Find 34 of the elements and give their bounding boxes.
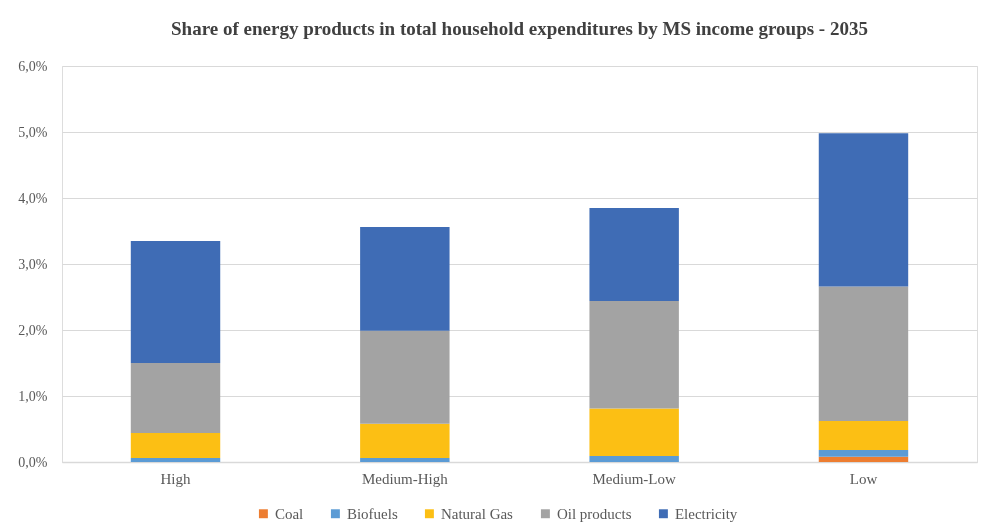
bar — [360, 458, 450, 462]
bar — [589, 456, 679, 462]
bar — [818, 450, 909, 457]
legend-label: Electricity — [674, 505, 738, 522]
x-tick-label: High — [160, 470, 192, 487]
bar — [130, 240, 221, 363]
legend-label: Natural Gas — [440, 505, 514, 522]
x-tick-label: Medium-High — [361, 470, 449, 487]
y-tick-label: 5,0% — [18, 124, 48, 140]
bar — [130, 432, 221, 459]
y-tick-label: 1,0% — [18, 388, 48, 404]
y-tick-label: 0,0% — [18, 454, 48, 470]
y-tick-label: 4,0% — [18, 190, 48, 206]
bar — [589, 408, 679, 457]
bar — [589, 300, 679, 409]
x-tick-label: Medium-Low — [592, 470, 676, 487]
y-tick-label: 3,0% — [18, 256, 48, 272]
bar — [589, 207, 679, 301]
legend-label: Biofuels — [346, 505, 398, 522]
legend-label: Oil products — [556, 505, 632, 522]
bar — [818, 456, 909, 462]
x-tick-label: Low — [849, 470, 878, 487]
bar — [130, 458, 221, 462]
bar — [818, 286, 909, 422]
bar — [130, 363, 221, 433]
bar — [360, 330, 450, 424]
bar — [818, 133, 909, 287]
y-tick-label: 6,0% — [18, 58, 48, 74]
y-tick-label: 2,0% — [18, 322, 48, 338]
bar — [360, 227, 450, 331]
chart-title: Share of energy products in total household expenditures by MS income groups - 2035 — [171, 18, 868, 39]
bar — [818, 421, 909, 451]
bar — [360, 423, 450, 459]
legend-label: Coal — [274, 505, 304, 522]
